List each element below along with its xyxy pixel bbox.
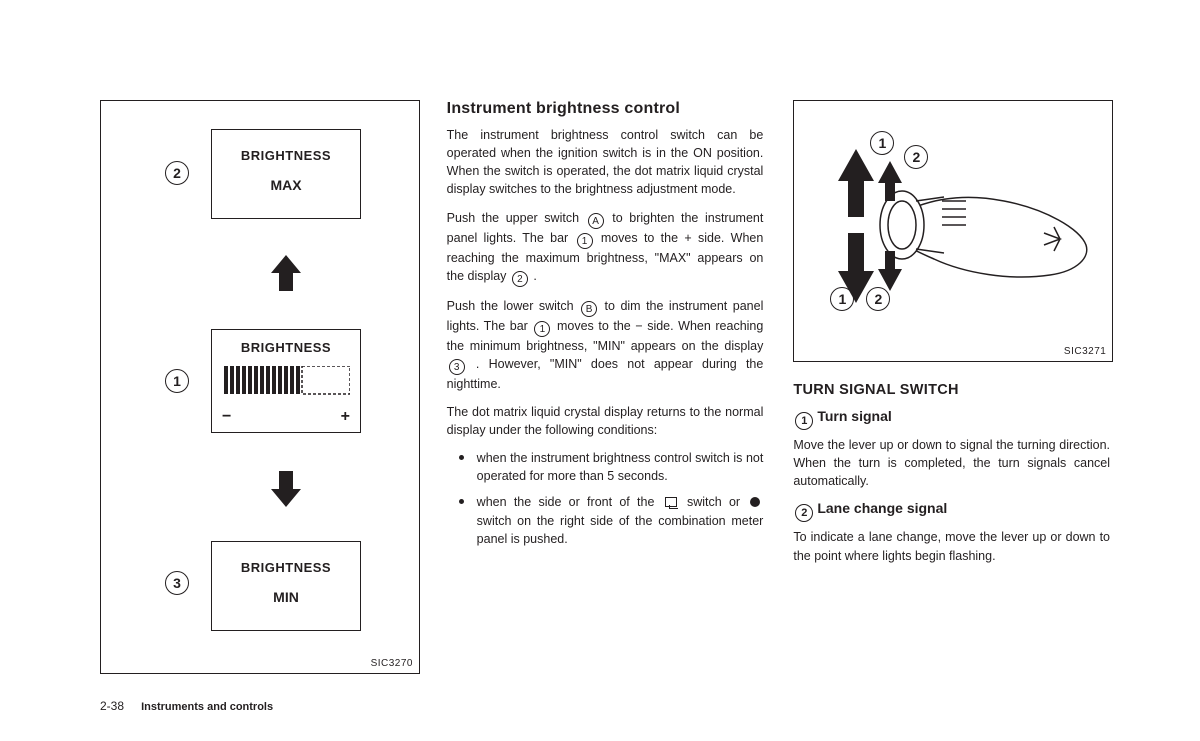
paragraph: Push the lower switch B to dim the instr… (447, 297, 764, 393)
paragraph: Move the lever up or down to signal the … (793, 436, 1110, 490)
paragraph: The dot matrix liquid crystal display re… (447, 403, 764, 439)
display-box-bar: BRIGHTNESS (211, 329, 361, 433)
turn-signal-lever-icon (794, 101, 1112, 361)
text: Push the lower switch (447, 299, 579, 313)
figure-brightness-display: 2 1 3 BRIGHTNESS MAX BRIGHTNESS (100, 100, 420, 674)
text: . (530, 269, 537, 283)
text: switch on the right side of the combinat… (477, 514, 764, 546)
display-value-min: MIN (212, 589, 360, 605)
page-number: 2-38 (100, 699, 124, 713)
text: when the side or front of the (477, 495, 662, 509)
paragraph: Push the upper switch A to brighten the … (447, 209, 764, 287)
display-value-max: MAX (212, 177, 360, 193)
figure-ref: SIC3270 (371, 658, 413, 669)
text: Turn signal (817, 408, 891, 424)
display-label: BRIGHTNESS (212, 148, 360, 163)
arrow-down-icon (271, 471, 301, 507)
section-heading: Instrument brightness control (447, 100, 764, 118)
figure-turn-signal-lever: 1 2 1 2 SIC3271 (793, 100, 1113, 362)
col-right: 1 2 1 2 SIC3271 TURN SIGNAL SWITCH 1Turn… (793, 100, 1110, 674)
col-middle: Instrument brightness control The instru… (447, 100, 764, 674)
list-item: when the side or front of the switch or … (459, 493, 764, 547)
section-title: Instruments and controls (141, 701, 273, 713)
ref-circle-2: 2 (512, 271, 528, 287)
text: . However, "MIN" does not appear during … (447, 357, 764, 391)
callout-1: 1 (165, 369, 189, 393)
display-label: BRIGHTNESS (212, 340, 360, 355)
dot-switch-icon (750, 497, 760, 507)
bullet-list: when the instrument brightness control s… (459, 449, 764, 548)
ref-circle-2: 2 (795, 504, 813, 522)
ref-circle-1: 1 (577, 233, 593, 249)
paragraph: To indicate a lane change, move the leve… (793, 528, 1110, 564)
minus-label: − (222, 408, 231, 426)
manual-page: 2 1 3 BRIGHTNESS MAX BRIGHTNESS (0, 0, 1200, 741)
arrow-up-icon (271, 255, 301, 291)
figure-ref: SIC3271 (1064, 346, 1106, 357)
subheading: 2Lane change signal (793, 500, 1110, 522)
col-left: 2 1 3 BRIGHTNESS MAX BRIGHTNESS (100, 100, 417, 674)
text: Lane change signal (817, 500, 947, 516)
ref-circle-a: A (588, 213, 604, 229)
brightness-bar-icon (224, 366, 350, 398)
text: switch or (680, 495, 748, 509)
ref-circle-3: 3 (449, 359, 465, 375)
ref-circle-1: 1 (534, 321, 550, 337)
display-box-min: BRIGHTNESS MIN (211, 541, 361, 631)
columns: 2 1 3 BRIGHTNESS MAX BRIGHTNESS (100, 100, 1110, 674)
page-footer: 2-38 Instruments and controls (100, 699, 273, 713)
square-switch-icon (665, 497, 677, 507)
text: Push the upper switch (447, 211, 586, 225)
ref-circle-b: B (581, 301, 597, 317)
paragraph: The instrument brightness control switch… (447, 126, 764, 199)
display-label: BRIGHTNESS (212, 560, 360, 575)
subheading: 1Turn signal (793, 408, 1110, 430)
plus-label: + (341, 408, 350, 426)
list-item: when the instrument brightness control s… (459, 449, 764, 485)
callout-2: 2 (165, 161, 189, 185)
ref-circle-1: 1 (795, 412, 813, 430)
display-box-max: BRIGHTNESS MAX (211, 129, 361, 219)
section-heading: TURN SIGNAL SWITCH (793, 382, 1110, 398)
callout-3: 3 (165, 571, 189, 595)
